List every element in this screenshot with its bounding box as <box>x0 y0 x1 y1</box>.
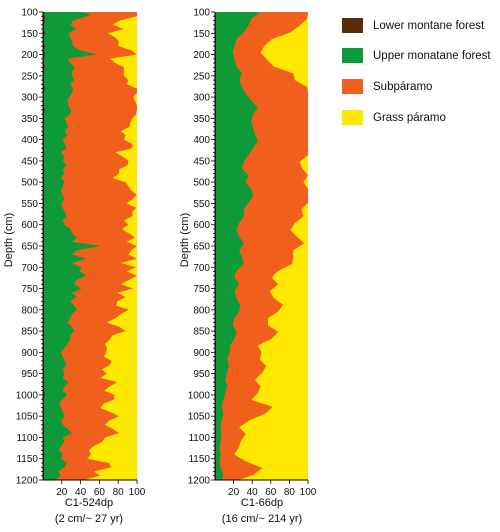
y-tick-label: 550 <box>193 199 210 210</box>
legend-label: Lower montane forest <box>373 20 485 32</box>
y-tick-label: 700 <box>193 263 210 274</box>
legend-swatch <box>342 48 363 63</box>
y-tick-label: 1100 <box>188 433 210 444</box>
y-tick-label: 1050 <box>16 412 39 423</box>
y-tick-label: 750 <box>21 284 38 295</box>
x-tick-label: 40 <box>75 487 87 498</box>
legend-label: Grass páramo <box>373 112 446 124</box>
y-tick-label: 350 <box>21 114 38 125</box>
y-tick-label: 150 <box>21 29 38 40</box>
y-tick-label: 800 <box>21 305 38 316</box>
legend-swatch <box>342 79 363 94</box>
y-tick-label: 350 <box>193 114 210 125</box>
y-tick-label: 1050 <box>188 412 211 423</box>
y-tick-label: 250 <box>193 71 210 82</box>
y-tick-label: 850 <box>21 327 38 338</box>
y-tick-label: 750 <box>193 284 210 295</box>
x-tick-label: 60 <box>265 487 277 498</box>
upper-montane-forest-area <box>43 12 101 480</box>
y-tick-label: 550 <box>21 199 38 210</box>
x-tick-label: 60 <box>94 487 106 498</box>
left-panel-x-axis-sublabel: (2 cm/~ 27 yr) <box>55 513 123 525</box>
y-tick-label: 650 <box>193 242 210 253</box>
right-panel-x-axis-label: C1-66dp <box>241 497 283 509</box>
y-tick-label: 400 <box>21 135 38 146</box>
y-tick-label: 500 <box>193 178 210 189</box>
y-tick-label: 1000 <box>16 390 39 401</box>
y-tick-label: 950 <box>193 369 210 380</box>
y-tick-label: 200 <box>193 50 210 61</box>
upper-montane-forest-area <box>215 12 261 480</box>
legend: Lower montane forest Upper monatane fores… <box>342 18 491 125</box>
y-tick-label: 150 <box>193 29 210 40</box>
y-tick-label: 600 <box>21 220 38 231</box>
y-tick-label: 500 <box>21 178 38 189</box>
x-tick-label: 40 <box>247 487 259 498</box>
y-tick-label: 650 <box>21 242 38 253</box>
y-tick-label: 1200 <box>16 476 39 487</box>
y-tick-label: 800 <box>193 305 210 316</box>
right-panel-y-axis-label: Depth (cm) <box>179 213 191 267</box>
x-tick-label: 100 <box>300 487 317 498</box>
y-tick-label: 1150 <box>188 454 210 465</box>
left-panel-y-axis-label: Depth (cm) <box>3 213 15 267</box>
panel-c1-524dp: Depth (cm) C1-524dp (2 cm/~ 27 yr) 100 15… <box>3 8 146 526</box>
y-tick-label: 850 <box>193 327 210 338</box>
legend-label: Subpáramo <box>373 81 432 93</box>
x-tick-label: 80 <box>284 487 296 498</box>
y-tick-label: 700 <box>21 263 38 274</box>
y-tick-label: 1000 <box>188 390 211 401</box>
right-panel-x-axis-sublabel: (16 cm/~ 214 yr) <box>222 513 302 525</box>
x-tick-label: 100 <box>129 487 146 498</box>
y-tick-label: 300 <box>193 93 210 104</box>
x-tick-label: 20 <box>56 487 68 498</box>
y-tick-label: 1150 <box>16 454 38 465</box>
y-tick-label: 200 <box>21 50 38 61</box>
legend-label: Upper monatane forest <box>373 50 491 62</box>
x-tick-label: 80 <box>113 487 125 498</box>
x-tick-label: 20 <box>228 487 240 498</box>
panel-c1-66dp: Depth (cm) C1-66dp (16 cm/~ 214 yr) 100 1… <box>179 8 317 526</box>
legend-swatch <box>342 18 363 33</box>
left-panel-x-axis-label: C1-524dp <box>65 497 113 509</box>
y-tick-label: 1200 <box>188 476 211 487</box>
y-tick-label: 450 <box>193 156 210 167</box>
y-tick-label: 100 <box>21 8 38 19</box>
y-tick-label: 950 <box>21 369 38 380</box>
y-tick-label: 250 <box>21 71 38 82</box>
legend-swatch <box>342 110 363 125</box>
y-tick-label: 400 <box>193 135 210 146</box>
y-tick-label: 1100 <box>16 433 38 444</box>
y-tick-label: 600 <box>193 220 210 231</box>
y-tick-label: 450 <box>21 156 38 167</box>
y-tick-label: 900 <box>193 348 210 359</box>
y-tick-label: 100 <box>193 8 210 19</box>
y-tick-label: 300 <box>21 93 38 104</box>
y-tick-label: 900 <box>21 348 38 359</box>
